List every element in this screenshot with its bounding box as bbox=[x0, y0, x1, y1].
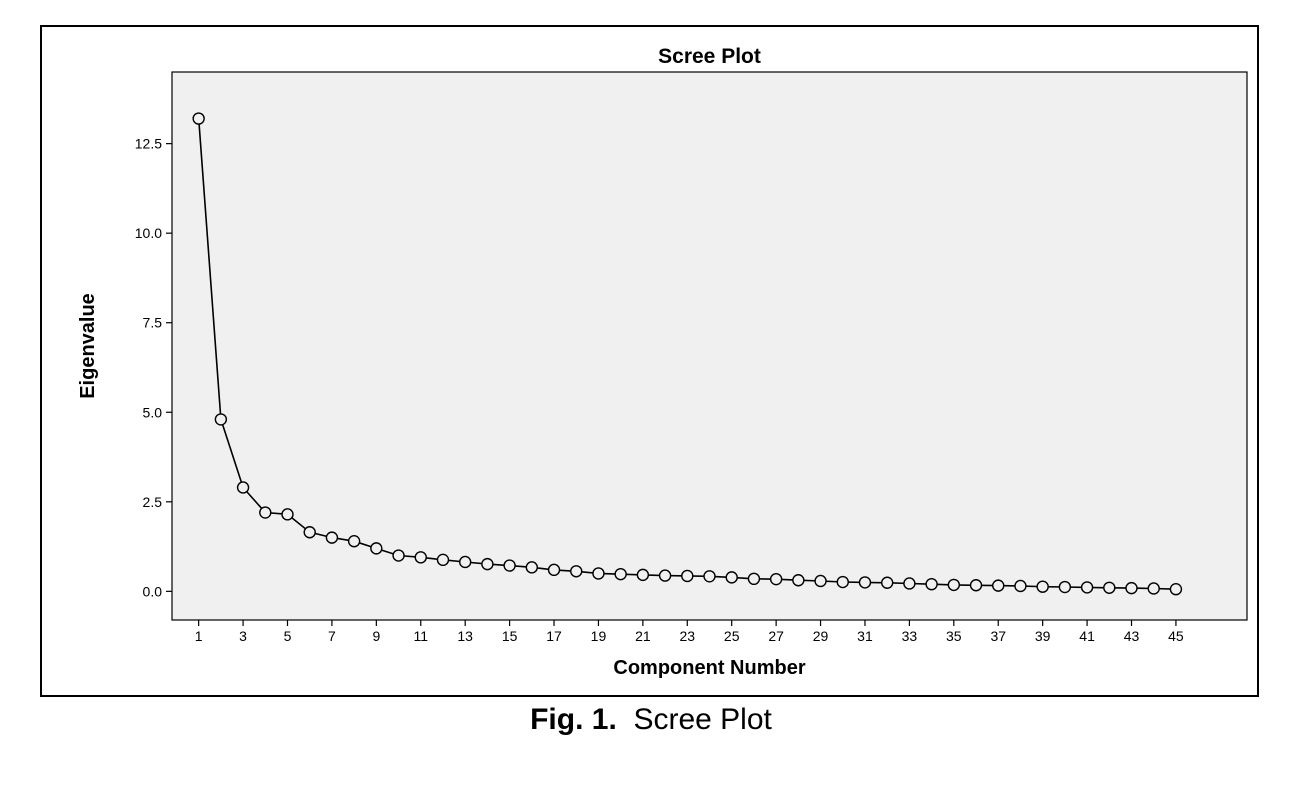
data-point bbox=[481, 557, 494, 571]
data-point bbox=[925, 577, 938, 591]
data-point bbox=[192, 112, 205, 125]
y-tick-label: 7.5 bbox=[143, 315, 163, 331]
x-tick-label: 43 bbox=[1124, 628, 1140, 644]
chart-title: Scree Plot bbox=[658, 45, 761, 68]
data-point bbox=[703, 570, 716, 583]
x-tick-label: 45 bbox=[1168, 628, 1184, 644]
data-point bbox=[347, 535, 361, 548]
data-point bbox=[236, 481, 250, 494]
data-point bbox=[303, 526, 316, 539]
data-point bbox=[570, 565, 583, 578]
data-point bbox=[792, 574, 805, 587]
data-point bbox=[1036, 580, 1049, 593]
x-tick-label: 9 bbox=[372, 628, 380, 644]
data-point bbox=[836, 575, 849, 589]
figure-caption-text: Scree Plot bbox=[633, 703, 772, 736]
x-tick-label: 37 bbox=[990, 628, 1006, 644]
data-point bbox=[370, 542, 383, 555]
x-tick-label: 23 bbox=[680, 628, 696, 644]
x-tick-label: 33 bbox=[902, 628, 918, 644]
data-point bbox=[947, 578, 961, 592]
data-point bbox=[747, 572, 761, 586]
data-point bbox=[592, 567, 605, 580]
data-point bbox=[1103, 581, 1116, 594]
data-point bbox=[1014, 579, 1027, 593]
data-point bbox=[214, 413, 228, 426]
x-tick-label: 27 bbox=[768, 628, 784, 644]
data-point bbox=[259, 506, 272, 519]
data-point bbox=[769, 572, 783, 586]
data-point bbox=[814, 574, 827, 588]
y-tick-label: 10.0 bbox=[135, 225, 162, 241]
plot-area bbox=[171, 71, 1248, 621]
data-point bbox=[636, 568, 650, 582]
y-axis-label: Eigenvalue bbox=[77, 293, 99, 399]
x-tick-label: 13 bbox=[457, 628, 473, 644]
x-tick-label: 41 bbox=[1079, 628, 1095, 644]
data-point bbox=[414, 551, 427, 564]
x-axis-label: Component Number bbox=[613, 657, 805, 679]
data-point bbox=[681, 569, 694, 583]
data-point bbox=[614, 567, 627, 581]
data-point bbox=[436, 553, 450, 567]
x-tick-label: 3 bbox=[239, 628, 247, 644]
x-tick-label: 15 bbox=[502, 628, 518, 644]
data-point bbox=[858, 576, 872, 589]
figure-label: Fig. 1. bbox=[530, 703, 617, 736]
x-tick-label: 35 bbox=[946, 628, 962, 644]
x-tick-label: 7 bbox=[328, 628, 336, 644]
y-tick-label: 12.5 bbox=[135, 136, 162, 152]
data-point bbox=[458, 555, 472, 569]
data-point bbox=[903, 577, 916, 590]
y-tick-label: 2.5 bbox=[143, 494, 163, 510]
data-point bbox=[325, 531, 339, 544]
y-tick-label: 5.0 bbox=[143, 404, 163, 420]
figure-caption: Fig. 1. Scree Plot bbox=[0, 703, 1302, 737]
data-point bbox=[992, 579, 1005, 592]
x-tick-label: 1 bbox=[195, 628, 203, 644]
x-tick-label: 17 bbox=[546, 628, 562, 644]
x-tick-label: 5 bbox=[284, 628, 292, 644]
data-point bbox=[392, 549, 405, 562]
data-point bbox=[969, 579, 983, 592]
x-tick-label: 11 bbox=[413, 628, 428, 644]
x-tick-label: 21 bbox=[635, 628, 651, 644]
data-point bbox=[1169, 582, 1183, 596]
data-point bbox=[1125, 581, 1138, 595]
data-point bbox=[880, 576, 894, 589]
x-tick-label: 25 bbox=[724, 628, 740, 644]
x-tick-label: 31 bbox=[857, 628, 873, 644]
data-point bbox=[1058, 580, 1072, 594]
data-point bbox=[725, 571, 738, 584]
data-point bbox=[525, 561, 539, 574]
data-point bbox=[658, 569, 672, 582]
x-tick-label: 19 bbox=[591, 628, 607, 644]
data-point bbox=[1080, 581, 1094, 594]
x-tick-label: 29 bbox=[813, 628, 829, 644]
data-point bbox=[1147, 582, 1160, 595]
chart-frame: Scree Plot 0.0 2.5 5.0 7.5 10.0 12.5 1 3 5 7 9 11 13 1… bbox=[40, 25, 1259, 697]
data-point bbox=[503, 559, 516, 572]
data-point bbox=[547, 563, 561, 577]
y-tick-label: 0.0 bbox=[143, 583, 163, 599]
x-tick-label: 39 bbox=[1035, 628, 1051, 644]
data-point bbox=[281, 508, 294, 521]
